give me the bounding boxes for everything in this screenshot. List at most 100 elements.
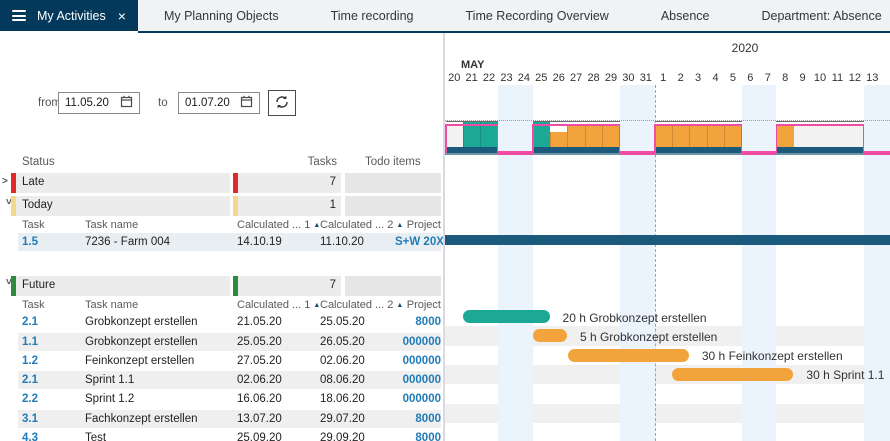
capacity-block-topline	[533, 121, 620, 122]
capacity-utilization-bar[interactable]	[724, 126, 741, 147]
tab-time-recording[interactable]: Time recording	[305, 0, 440, 31]
group-label: Future	[22, 279, 55, 291]
row-background	[18, 352, 441, 370]
timeline-day-label: 1	[655, 72, 672, 84]
table-row[interactable]: 2.1Grobkonzept erstellen21.05.2025.05.20…	[0, 313, 443, 332]
calculated-date-2: 02.06.20	[320, 355, 365, 367]
gantt-task-bar[interactable]	[568, 349, 689, 362]
tab-bar: My Activities×My Planning ObjectsTime re…	[0, 0, 890, 34]
capacity-empty-cell	[446, 126, 463, 147]
to-label: to	[158, 97, 168, 109]
capacity-utilization-bar[interactable]	[655, 126, 672, 147]
task-number-link[interactable]: 1.1	[22, 336, 38, 348]
task-number-link[interactable]: 1.5	[22, 236, 38, 248]
capacity-block-bottomline	[655, 153, 742, 155]
table-row[interactable]: 2.2Sprint 1.216.06.2018.06.20000000	[0, 390, 443, 409]
task-number-link[interactable]: 4.3	[22, 432, 38, 441]
task-name-col-header: Task name	[85, 299, 138, 311]
tasks-panel: from 11.05.20 to 01.07.20 StatusTasksTod…	[0, 33, 443, 441]
row-background	[18, 429, 441, 441]
project-link[interactable]: 000000	[395, 336, 441, 348]
project-link[interactable]: 8000	[395, 413, 441, 425]
gantt-task-bar[interactable]	[672, 368, 793, 381]
tab-department-absence[interactable]: Department: Absence	[736, 0, 890, 31]
from-date-input[interactable]: 11.05.20	[58, 92, 140, 114]
tab-absence[interactable]: Absence	[635, 0, 736, 31]
table-row[interactable]: 1.1Grobkonzept erstellen25.05.2026.05.20…	[0, 333, 443, 352]
menu-icon[interactable]	[12, 8, 26, 24]
capacity-empty-cell	[794, 126, 811, 147]
table-row[interactable]: 3.1Fachkonzept erstellen13.07.2029.07.20…	[0, 410, 443, 429]
task-name: Sprint 1.1	[85, 374, 134, 386]
summary-task-bar[interactable]	[445, 235, 890, 245]
project-link[interactable]: 000000	[395, 393, 441, 405]
gantt-task-bar[interactable]	[463, 310, 549, 323]
timeline-day-label: 9	[794, 72, 811, 84]
task-col-header: Task	[22, 219, 45, 231]
group-row-today[interactable]: >Today1	[0, 196, 443, 216]
tab-my-planning-objects[interactable]: My Planning Objects	[138, 0, 305, 31]
capacity-utilization-bar[interactable]	[602, 126, 619, 147]
gantt-panel: 2020MAY202122232425262728293031123456789…	[445, 33, 890, 441]
refresh-button[interactable]	[268, 90, 296, 116]
table-row[interactable]: 2.1Sprint 1.102.06.2008.06.20000000	[0, 371, 443, 390]
group-tasks-indicator	[233, 173, 238, 193]
capacity-utilization-bar[interactable]	[707, 126, 724, 147]
task-number-link[interactable]: 2.2	[22, 393, 38, 405]
tab-time-recording-overview[interactable]: Time Recording Overview	[440, 0, 635, 31]
capacity-utilization-bar[interactable]	[550, 132, 567, 147]
application-window: My Activities×My Planning ObjectsTime re…	[0, 0, 890, 441]
row-background	[18, 410, 441, 428]
row-background	[18, 333, 441, 351]
capacity-utilization-bar[interactable]	[567, 126, 584, 147]
calculated-date-2: 26.05.20	[320, 336, 365, 348]
to-date-value: 01.07.20	[185, 97, 230, 109]
group-task-count: 1	[330, 199, 336, 211]
calc2-col-header[interactable]: Calculated ... 2▲	[320, 219, 403, 231]
gantt-task-bar[interactable]	[533, 329, 567, 342]
calendar-icon[interactable]	[240, 95, 253, 111]
capacity-utilization-bar[interactable]	[689, 126, 706, 147]
timeline-day-label: 7	[759, 72, 776, 84]
project-link[interactable]: 000000	[395, 355, 441, 367]
capacity-line-vertical	[532, 124, 534, 155]
timeline-day-label: 21	[463, 72, 480, 84]
capacity-line-vertical	[776, 124, 778, 155]
task-number-link[interactable]: 1.2	[22, 355, 38, 367]
capacity-utilization-bar[interactable]	[776, 126, 793, 147]
task-number-link[interactable]: 2.1	[22, 316, 38, 328]
task-number-link[interactable]: 2.1	[22, 374, 38, 386]
calc1-col-header[interactable]: Calculated ... 1▲	[237, 299, 320, 311]
tab-my-activities[interactable]: My Activities×	[0, 0, 138, 31]
capacity-line-vertical	[445, 124, 447, 155]
capacity-utilization-bar[interactable]	[672, 126, 689, 147]
project-link[interactable]: 000000	[395, 374, 441, 386]
table-row[interactable]: 1.57236 - Farm 00414.10.1911.10.20S+W 20…	[0, 233, 443, 252]
group-row-future[interactable]: >Future7	[0, 276, 443, 296]
to-date-input[interactable]: 01.07.20	[178, 92, 260, 114]
table-row[interactable]: 1.2Feinkonzept erstellen27.05.2002.06.20…	[0, 352, 443, 371]
table-column-header: StatusTasksTodo items	[0, 154, 443, 171]
group-row-late[interactable]: >Late7	[0, 173, 443, 193]
row-background	[18, 371, 441, 389]
project-link[interactable]: S+W 20X	[395, 236, 441, 248]
calc2-col-header[interactable]: Calculated ... 2▲	[320, 299, 403, 311]
capacity-block-bottomline	[776, 153, 863, 155]
group-tasks-cell: 7	[233, 276, 341, 296]
project-link[interactable]: 8000	[395, 432, 441, 441]
calculated-date-1: 14.10.19	[237, 236, 282, 248]
task-name: Test	[85, 432, 106, 441]
calculated-date-1: 21.05.20	[237, 316, 282, 328]
gantt-task-bar-label: 5 h Grobkonzept erstellen	[580, 330, 717, 344]
close-icon[interactable]: ×	[118, 9, 126, 23]
group-task-count: 7	[330, 279, 336, 291]
task-number-link[interactable]: 3.1	[22, 413, 38, 425]
group-tasks-cell: 1	[233, 196, 341, 216]
project-link[interactable]: 8000	[395, 316, 441, 328]
timeline-day-label: 26	[550, 72, 567, 84]
calendar-icon[interactable]	[120, 95, 133, 111]
calc1-col-header[interactable]: Calculated ... 1▲	[237, 219, 320, 231]
capacity-empty-cell	[846, 126, 863, 147]
table-row[interactable]: 4.3Test25.09.2029.09.208000	[0, 429, 443, 441]
capacity-utilization-bar[interactable]	[585, 126, 602, 147]
